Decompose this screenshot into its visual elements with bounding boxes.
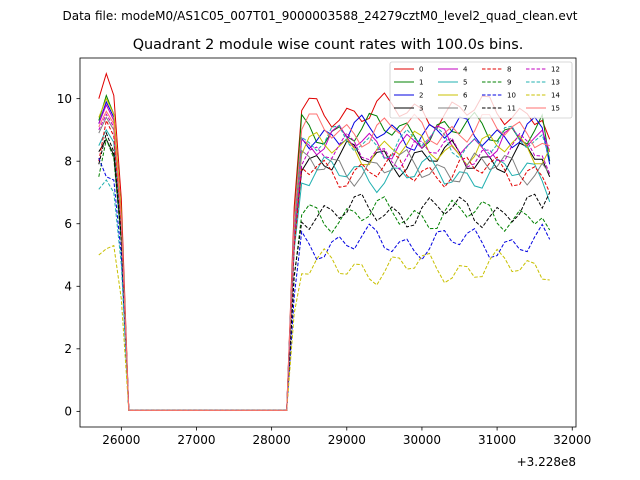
legend-label-11: 11 <box>507 105 516 113</box>
x-axis-offset-label: +3.228e8 <box>517 455 576 469</box>
legend-label-12: 12 <box>551 66 560 74</box>
series-line-13 <box>98 125 551 411</box>
legend-label-6: 6 <box>463 92 468 100</box>
x-tick-label: 32000 <box>553 433 591 447</box>
x-tick-label: 27000 <box>177 433 215 447</box>
x-axis: 26000 27000 28000 29000 30000 31000 32000 <box>102 427 591 447</box>
legend-label-10: 10 <box>507 92 516 100</box>
legend-label-14: 14 <box>551 92 560 100</box>
x-tick-label: 29000 <box>328 433 366 447</box>
legend-label-3: 3 <box>419 105 423 113</box>
legend-label-1: 1 <box>419 79 423 87</box>
series-line-15 <box>98 110 550 411</box>
x-tick-label: 30000 <box>403 433 441 447</box>
plot-area <box>79 57 577 428</box>
legend-label-15: 15 <box>551 105 560 113</box>
legend-label-7: 7 <box>463 105 467 113</box>
y-tick-label: 8 <box>64 154 72 168</box>
y-tick-label: 6 <box>64 217 72 231</box>
legend-label-5: 5 <box>463 79 467 87</box>
figure-suptitle: Data file: modeM0/AS1C05_007T01_90000035… <box>62 9 577 23</box>
x-tick-label: 28000 <box>253 433 291 447</box>
legend-label-9: 9 <box>507 79 511 87</box>
legend-label-2: 2 <box>419 92 423 100</box>
x-tick-label: 31000 <box>478 433 516 447</box>
y-axis: 0 2 4 6 8 10 <box>57 92 80 419</box>
x-tick-label: 26000 <box>102 433 140 447</box>
chart-title: Quadrant 2 module wise count rates with … <box>133 37 524 53</box>
y-tick-label: 2 <box>64 342 72 356</box>
y-tick-label: 0 <box>64 405 72 419</box>
y-tick-label: 4 <box>64 279 72 293</box>
legend-label-0: 0 <box>419 66 423 74</box>
legend-label-4: 4 <box>463 66 468 74</box>
legend-label-8: 8 <box>507 66 511 74</box>
legend-label-13: 13 <box>551 79 560 87</box>
y-tick-label: 10 <box>57 92 72 106</box>
legend-box <box>389 61 573 119</box>
plot-frame <box>79 57 577 428</box>
